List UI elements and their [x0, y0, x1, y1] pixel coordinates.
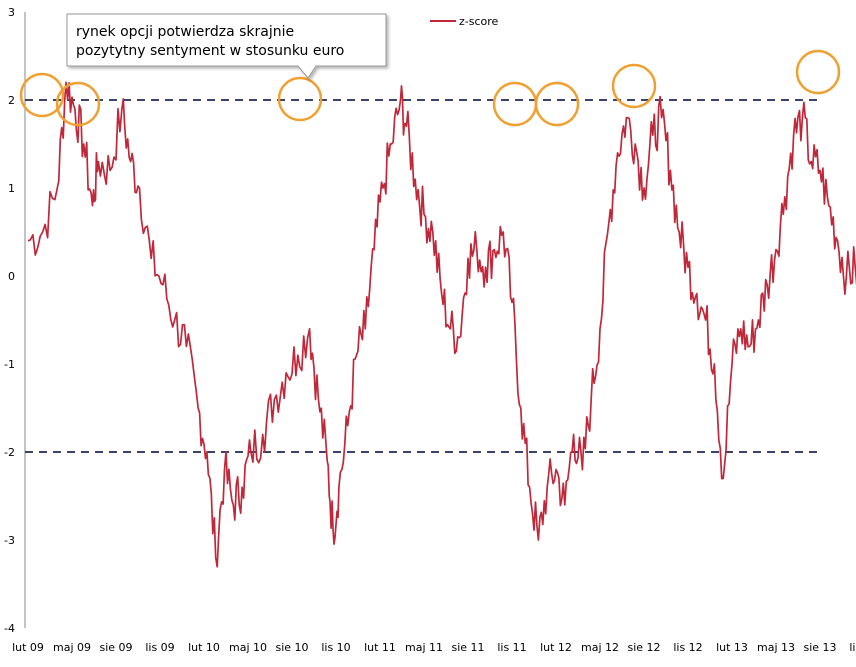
- callout-box: rynek opcji potwierdza skrajnie pozytytn…: [66, 13, 387, 79]
- reference-lines: [25, 99, 822, 453]
- x-tick-label: lis 11: [497, 641, 526, 654]
- y-tick-label: 3: [8, 6, 15, 19]
- y-tick-label: -3: [4, 534, 15, 547]
- x-tick-label: maj 10: [229, 641, 267, 654]
- series-layer: [27, 81, 856, 568]
- y-axis-ticks: 3 2 1 0 -1 -2 -3 -4: [4, 6, 15, 635]
- y-tick-label: -2: [4, 446, 15, 459]
- callout-line-2: pozytytny sentyment w stosunku euro: [76, 43, 344, 59]
- x-tick-label: sie 13: [803, 641, 836, 654]
- peak-highlight-circle: [534, 81, 580, 127]
- peak-highlight-circle: [492, 81, 538, 127]
- x-tick-label: maj 11: [405, 641, 443, 654]
- peak-highlight-circle: [277, 76, 323, 122]
- x-tick-label: lut 10: [188, 641, 220, 654]
- x-tick-label: lut 09: [12, 641, 44, 654]
- y-tick-label: 1: [8, 182, 15, 195]
- x-tick-label: lut 11: [364, 641, 396, 654]
- y-tick-label: -4: [4, 622, 15, 635]
- x-tick-label: maj 13: [757, 641, 795, 654]
- y-tick-label: 2: [8, 94, 15, 107]
- callout-shape: [66, 13, 387, 79]
- peak-highlight-circle: [19, 72, 65, 118]
- series-line-z-score: [27, 81, 856, 568]
- x-tick-label: sie 10: [275, 641, 308, 654]
- legend-label: z-score: [459, 15, 499, 28]
- x-tick-label: lis 13: [849, 641, 856, 654]
- peak-highlight-circle: [795, 49, 841, 95]
- x-tick-label: maj 12: [581, 641, 619, 654]
- callout-line-1: rynek opcji potwierdza skrajnie: [76, 24, 294, 40]
- x-axis-tick-labels: lut 09 maj 09 sie 09 lis 09 lut 10 maj 10 sie …: [12, 641, 856, 654]
- x-tick-label: sie 12: [627, 641, 660, 654]
- peak-highlight-circle: [55, 81, 101, 127]
- x-tick-label: lut 13: [716, 641, 748, 654]
- x-tick-label: sie 09: [99, 641, 132, 654]
- y-tick-label: -1: [4, 358, 15, 371]
- legend: z-score: [430, 15, 499, 28]
- y-tick-label: 0: [8, 270, 15, 283]
- x-tick-label: lis 09: [145, 641, 174, 654]
- x-tick-label: lis 10: [321, 641, 350, 654]
- peak-highlight-circles: [19, 49, 841, 127]
- x-tick-label: maj 09: [53, 641, 91, 654]
- peak-highlight-circle: [611, 63, 657, 109]
- x-tick-label: lis 12: [673, 641, 702, 654]
- x-tick-label: sie 11: [451, 641, 484, 654]
- x-tick-label: lut 12: [540, 641, 572, 654]
